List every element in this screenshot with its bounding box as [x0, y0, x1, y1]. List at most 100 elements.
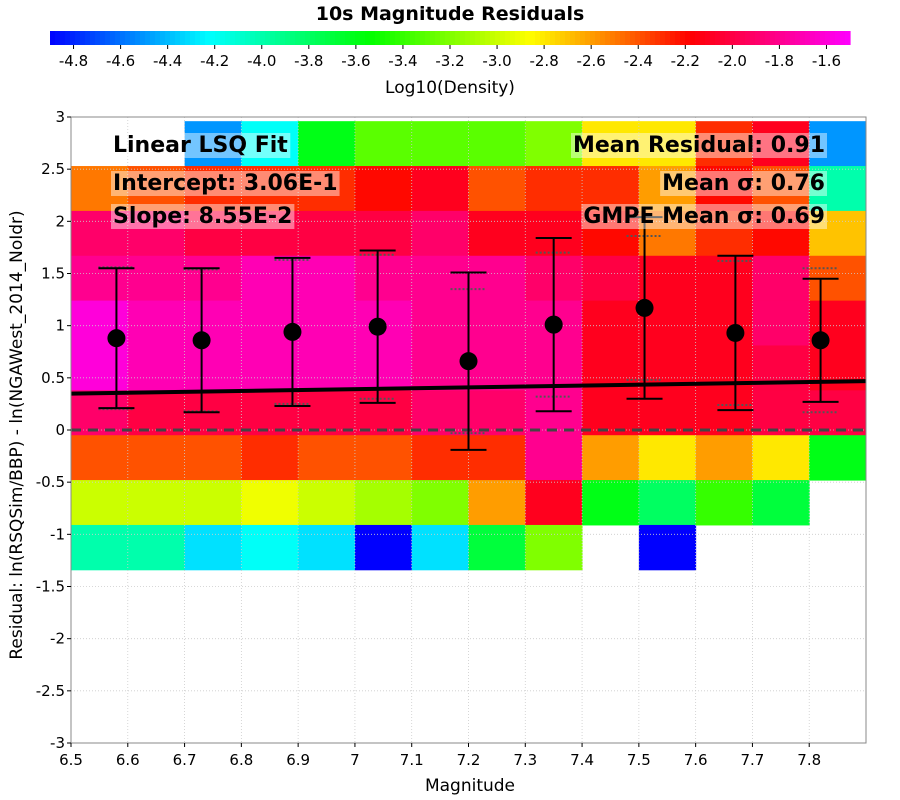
colorbar-segment [530, 31, 536, 45]
colorbar-segment [115, 31, 121, 45]
heatmap-cell [71, 435, 129, 481]
heatmap-cell [582, 300, 640, 346]
heatmap-cell [752, 166, 810, 212]
colorbar-segment [230, 31, 236, 45]
colorbar-segment [165, 31, 171, 45]
heatmap-cell [695, 480, 753, 526]
heatmap-cell [298, 524, 356, 571]
heatmap-cell [468, 345, 526, 391]
heatmap-cell [241, 166, 299, 212]
colorbar-segment [785, 31, 791, 45]
heatmap-cell [354, 166, 413, 212]
colorbar-segment [450, 31, 456, 45]
mean-point [544, 315, 563, 334]
colorbar-segment [150, 31, 156, 45]
colorbar-segment [545, 31, 551, 45]
heatmap-cell [71, 166, 129, 212]
heatmap-cell [411, 390, 469, 436]
colorbar-tick-label: -1.6 [812, 52, 841, 70]
colorbar-tick-label: -4.6 [106, 52, 135, 70]
colorbar-segment [110, 31, 116, 45]
heatmap-cell [411, 255, 469, 302]
colorbar-tick-label: -2.6 [577, 52, 606, 70]
colorbar-segment [275, 31, 281, 45]
colorbar-segment [805, 31, 811, 45]
colorbar-segment [510, 31, 516, 45]
heatmap-cell [127, 255, 186, 302]
colorbar-segment [80, 31, 86, 45]
y-tick-label: -0.5 [36, 473, 65, 491]
heatmap-cell [582, 435, 640, 481]
heatmap-cell [468, 480, 526, 526]
heatmap-cell [298, 255, 356, 302]
colorbar-segment [515, 31, 521, 45]
mean-point [635, 298, 654, 317]
colorbar-segment [610, 31, 616, 45]
heatmap-cell [354, 121, 413, 167]
colorbar-segment [335, 31, 341, 45]
heatmap-cell [809, 435, 867, 481]
colorbar-segment [590, 31, 596, 45]
y-tick-label: -1.5 [36, 578, 65, 596]
colorbar-segment [445, 31, 451, 45]
heatmap-cell [638, 255, 697, 302]
fit-title-bg [111, 133, 291, 158]
colorbar-segment [820, 31, 826, 45]
heatmap-cell [752, 390, 810, 436]
colorbar-segment [710, 31, 716, 45]
heatmap-cell [411, 345, 469, 391]
colorbar-segment [640, 31, 646, 45]
heatmap-cell [127, 524, 186, 571]
colorbar-segment [365, 31, 371, 45]
colorbar-segment [75, 31, 81, 45]
colorbar-segment [270, 31, 276, 45]
heatmap-cell [695, 210, 753, 257]
colorbar-segment [705, 31, 711, 45]
heatmap-cell [71, 390, 129, 436]
heatmap-cell [411, 435, 469, 481]
colorbar-segment [425, 31, 431, 45]
colorbar-segment [50, 31, 56, 45]
x-tick-label: 7.2 [457, 751, 481, 769]
heatmap-cell [468, 121, 526, 167]
heatmap-cell [354, 345, 413, 391]
colorbar-segment [645, 31, 651, 45]
colorbar-segment [550, 31, 556, 45]
colorbar-segment [185, 31, 191, 45]
heatmap-cell [127, 345, 186, 391]
colorbar-segment [800, 31, 806, 45]
heatmap-cell [298, 480, 356, 526]
colorbar-segment [65, 31, 71, 45]
heatmap-cell [127, 435, 186, 481]
heatmap-cell [638, 210, 697, 257]
heatmap-cell [298, 300, 356, 346]
colorbar-segment [745, 31, 751, 45]
colorbar-tick-label: -4.0 [247, 52, 276, 70]
mean-point [283, 322, 302, 341]
colorbar-segment [760, 31, 766, 45]
colorbar-segment [635, 31, 641, 45]
y-axis-label: Residual: ln(RSQSim/BBP) - ln(NGAWest_20… [7, 210, 27, 659]
colorbar-segment [500, 31, 506, 45]
colorbar-tick-label: -4.4 [153, 52, 182, 70]
y-tick-label: -1 [50, 525, 65, 543]
colorbar-segment [825, 31, 831, 45]
y-tick-label: 2 [55, 212, 65, 230]
colorbar-segment [625, 31, 631, 45]
colorbar-segment [410, 31, 416, 45]
mean-residual-bg [570, 133, 827, 158]
colorbar-segment [240, 31, 246, 45]
heatmap-cell [184, 166, 242, 212]
colorbar-segment [595, 31, 601, 45]
heatmap-cell [184, 210, 242, 257]
colorbar-segment [300, 31, 306, 45]
colorbar-segment [475, 31, 481, 45]
colorbar-segment [245, 31, 251, 45]
heatmap-cell [411, 121, 469, 167]
colorbar-tick-label: -4.8 [59, 52, 88, 70]
colorbar-segment [495, 31, 501, 45]
colorbar-segment [615, 31, 621, 45]
heatmap-cell [241, 255, 299, 302]
colorbar-segment [395, 31, 401, 45]
colorbar-tick-label: -2.0 [718, 52, 747, 70]
